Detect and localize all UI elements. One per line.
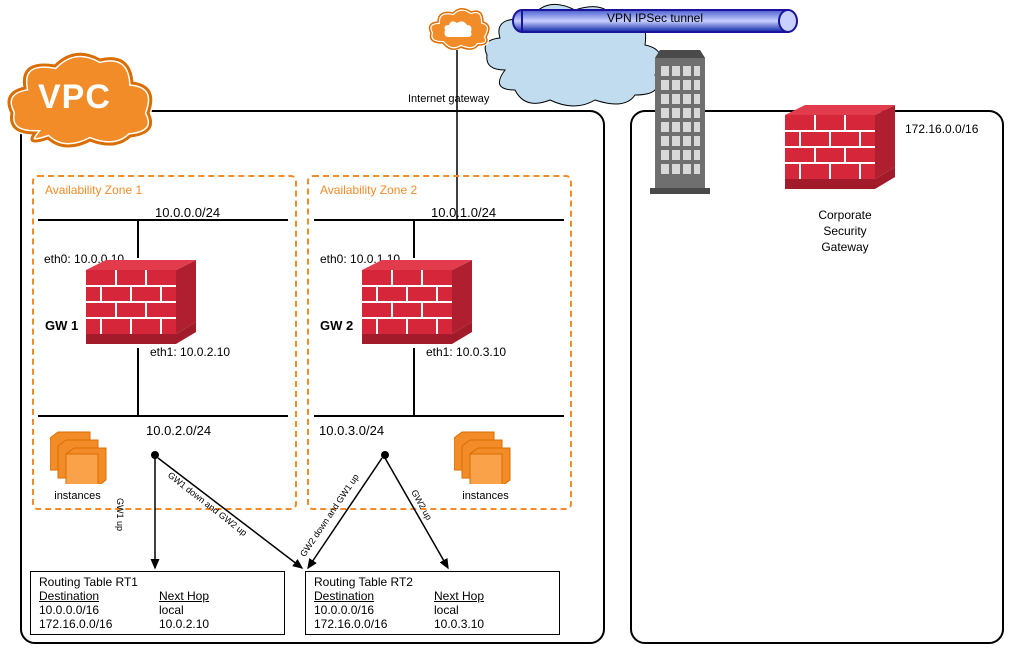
internet-gateway-label: Internet gateway [408,93,489,105]
rt2-row1-dest: 172.16.0.0/16 [314,617,434,631]
az1-firewall-icon [86,260,201,355]
az1-title: Availability Zone 1 [45,183,142,197]
corporate-cidr: 172.16.0.0/16 [905,122,978,136]
az2-gw-label: GW 2 [320,318,353,333]
az2-bottom-subnet: 10.0.3.0/24 [319,423,384,438]
az2-firewall-icon [362,260,477,355]
rt1-box: Routing Table RT1 Destination Next Hop 1… [30,571,285,635]
rt1-row1-dest: 172.16.0.0/16 [39,617,159,631]
az2-title: Availability Zone 2 [320,183,417,197]
vpc-label: VPC [38,78,111,117]
rt1-row1-hop: 10.0.2.10 [159,617,259,631]
corporate-label-text: Corporate Security Gateway [818,208,871,254]
rt1-head-dest: Destination [39,589,159,603]
rt2-head-hop: Next Hop [434,589,534,603]
rt1-head-hop: Next Hop [159,589,259,603]
rt2-title: Routing Table RT2 [314,575,551,589]
rt2-head-dest: Destination [314,589,434,603]
rt2-row0-hop: local [434,603,534,617]
building-icon [650,40,710,195]
rt2-row1-hop: 10.0.3.10 [434,617,534,631]
rt1-title: Routing Table RT1 [39,575,276,589]
az1-bottom-subnet: 10.0.2.0/24 [146,423,211,438]
rt2-row0-dest: 10.0.0.0/16 [314,603,434,617]
label-gw1-up: GW1 up [115,498,125,531]
rt2-box: Routing Table RT2 Destination Next Hop 1… [305,571,560,635]
az1-top-subnet: 10.0.0.0/24 [155,205,220,220]
corporate-label: Corporate Security Gateway [800,207,890,256]
rt1-row0-dest: 10.0.0.0/16 [39,603,159,617]
corporate-firewall-icon [785,105,900,200]
az1-gw-label: GW 1 [45,318,78,333]
vpn-tunnel-label: VPN IPSec tunnel [510,11,800,25]
rt1-row0-hop: local [159,603,259,617]
az2-top-subnet: 10.0.1.0/24 [431,205,496,220]
